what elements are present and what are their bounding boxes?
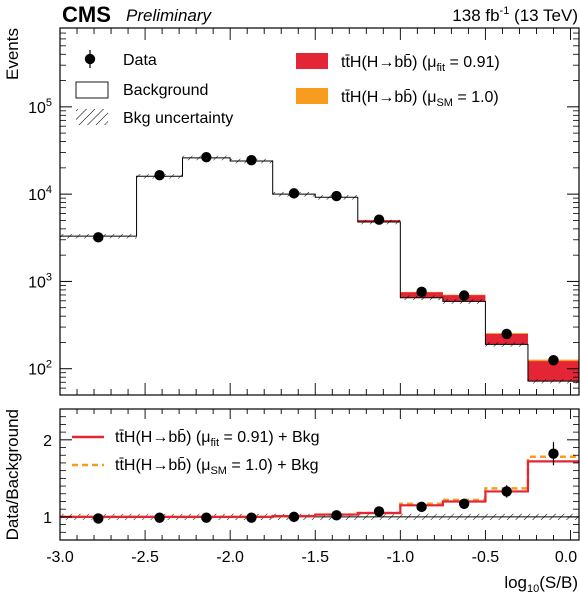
ratio-data-point [458,498,470,509]
legend-fit-label: tt̄H(H→bb̄) (μfit = 0.91) [341,54,500,74]
data-point [93,232,104,243]
main-histogram [60,151,579,384]
legend-background-box [75,81,109,99]
ratio-data-point [501,486,512,497]
ratio-data-point [246,512,257,523]
legend-sm-label: tt̄H(H→bb̄) (μSM = 1.0) [341,89,499,109]
ratio-plot [60,442,579,524]
data-point [288,188,300,199]
ratio-axis-ticks: 1 2 -3.0 -2.5 -2.0 -1.5 -1.0 -0.5 0.0 [43,409,579,566]
legend-ratio-fit-label: tt̄H(H→bb̄) (μfit = 0.91) + Bkg [115,429,320,449]
legend-uncertainty-hatch [76,109,108,125]
legend-data-label: Data [123,52,157,69]
legend-sm-swatch [296,88,328,104]
x-tick-label: -1.5 [301,549,329,566]
x-tick-label: -3.0 [46,549,74,566]
data-point [458,290,470,301]
ratio-data-point [93,513,104,524]
fit-signal-bar [485,333,528,345]
ratio-data-point [154,512,165,523]
ratio-plot-frame [59,408,580,541]
ratio-data-point [331,510,342,521]
data-point [416,286,427,298]
legend-uncertainty-label: Bkg uncertainty [123,110,233,127]
ratio-data-point [416,501,427,513]
y-tick-label: 105 [28,97,52,117]
legend-ratio-sm-label: tt̄H(H→bb̄) (μSM = 1.0) + Bkg [115,457,319,477]
main-y-axis-label: Events [3,28,22,80]
y-tick-label: 104 [28,184,52,204]
x-tick-label: -1.0 [387,549,415,566]
ratio-legend: tt̄H(H→bb̄) (μfit = 0.91) + Bkg tt̄H(H→b… [72,429,320,477]
legend-fit-swatch [296,53,328,69]
data-point [331,190,342,202]
preliminary-label: Preliminary [126,6,213,25]
x-tick-label: -0.5 [472,549,500,566]
background-histogram [60,157,579,382]
data-point [501,328,512,340]
ratio-y-axis-label: Data/Background [3,409,22,540]
data-point [246,154,257,166]
x-tick-label: -2.5 [131,549,159,566]
main-plot-frame [59,27,580,396]
ratio-y-tick-label: 2 [43,433,52,450]
data-point [548,355,559,366]
lumi-label: 138 fb-1 (13 TeV) [452,5,578,25]
legend-background-label: Background [123,82,208,99]
cms-label: CMS [62,2,111,27]
ratio-data-point [288,511,300,523]
y-tick-label: 103 [28,271,52,291]
x-axis-label: log10(S/B) [504,573,578,595]
data-point [201,151,212,163]
ratio-fit-line [60,460,579,518]
x-tick-label: -2.0 [216,549,244,566]
x-tick-label: 0.0 [555,549,577,566]
y-tick-label: 102 [28,359,52,379]
main-legend: Data Background Bkg uncertainty tt̄H(H→b… [75,50,500,127]
ratio-data-point [201,512,212,523]
ratio-y-tick-label: 1 [43,510,52,527]
ratio-data-point [548,448,559,459]
ratio-data-point [373,506,385,517]
data-point [373,214,385,225]
data-point [154,169,165,181]
fit-signal-bar [527,361,579,382]
main-axis-ticks: 102 103 104 105 [28,27,579,396]
legend-data-marker [84,50,96,68]
